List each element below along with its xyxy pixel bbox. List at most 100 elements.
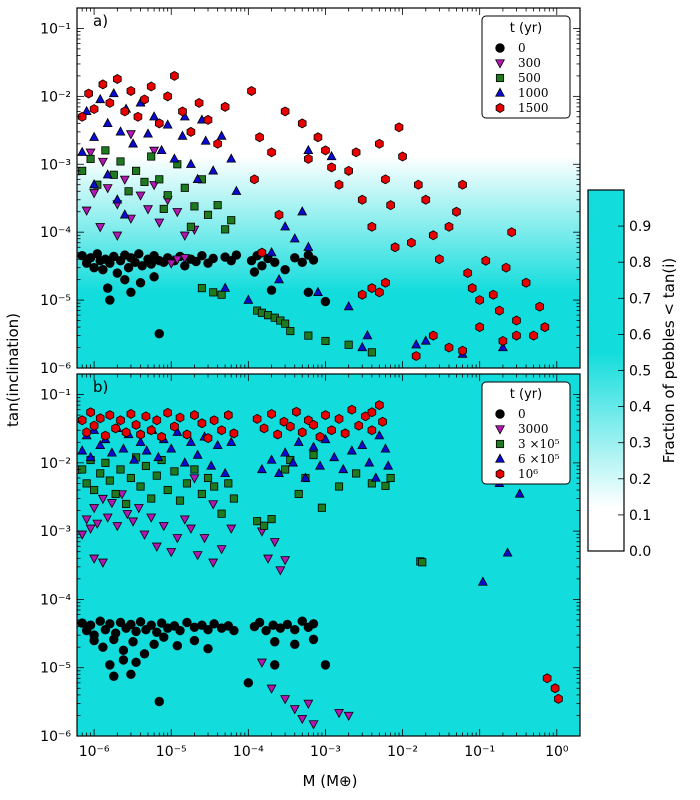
data-point bbox=[340, 428, 350, 439]
data-point bbox=[149, 111, 160, 121]
data-point bbox=[197, 251, 207, 261]
data-point bbox=[125, 130, 136, 140]
data-point bbox=[179, 231, 190, 241]
data-point bbox=[304, 331, 313, 340]
data-point bbox=[118, 655, 129, 665]
colorbar-tick-label: 0.9 bbox=[629, 219, 651, 235]
data-point bbox=[154, 328, 164, 339]
data-point bbox=[217, 290, 226, 299]
data-point bbox=[97, 494, 108, 505]
series-3 bbox=[77, 87, 508, 358]
data-point bbox=[220, 101, 230, 112]
data-point bbox=[386, 200, 395, 211]
y-tick-label: 10⁻³ bbox=[40, 524, 71, 540]
x-tick-label: 10⁻⁵ bbox=[156, 744, 187, 760]
data-point bbox=[190, 202, 199, 211]
legend-title: t (yr) bbox=[510, 387, 542, 402]
data-point bbox=[280, 695, 291, 705]
data-point bbox=[112, 194, 123, 204]
legend-entry: 6 ×10⁵ bbox=[518, 452, 560, 466]
data-point bbox=[375, 400, 384, 411]
data-point bbox=[166, 443, 177, 453]
data-point bbox=[227, 216, 236, 225]
data-point bbox=[106, 499, 117, 509]
data-point bbox=[231, 250, 242, 260]
data-point bbox=[118, 645, 129, 655]
data-point bbox=[229, 494, 238, 503]
data-point bbox=[266, 454, 277, 464]
legend-entry: 0 bbox=[518, 407, 526, 421]
data-point bbox=[185, 436, 196, 446]
legend-entry: 300 bbox=[518, 56, 541, 70]
data-point bbox=[374, 430, 385, 440]
y-tick-label: 10⁻⁵ bbox=[40, 293, 71, 309]
data-point bbox=[320, 296, 331, 307]
data-point bbox=[149, 181, 160, 191]
data-point bbox=[133, 504, 144, 514]
data-point bbox=[297, 257, 307, 268]
data-point bbox=[229, 625, 239, 636]
data-point bbox=[257, 247, 267, 258]
data-point bbox=[146, 513, 157, 523]
data-point bbox=[85, 148, 96, 158]
legend-marker bbox=[495, 453, 505, 463]
data-point bbox=[512, 315, 521, 326]
legend-entry: 10⁶ bbox=[518, 467, 538, 481]
data-point bbox=[267, 147, 276, 158]
data-point bbox=[89, 504, 100, 514]
data-point bbox=[189, 474, 200, 484]
data-point bbox=[92, 519, 103, 529]
data-point bbox=[97, 558, 108, 568]
data-point bbox=[407, 237, 416, 248]
data-point bbox=[327, 162, 336, 173]
data-point bbox=[147, 152, 156, 161]
data-point bbox=[163, 485, 172, 495]
data-point bbox=[347, 404, 357, 415]
data-point bbox=[135, 436, 146, 446]
data-point bbox=[344, 165, 353, 176]
data-point bbox=[249, 267, 260, 277]
legend-title: t (yr) bbox=[510, 21, 542, 36]
colorbar-tick-label: 0.6 bbox=[629, 327, 651, 343]
legend-entry: 1500 bbox=[518, 101, 549, 115]
data-point bbox=[452, 206, 461, 217]
x-tick-label: 10⁻³ bbox=[310, 744, 341, 760]
data-point bbox=[89, 189, 100, 199]
data-point bbox=[89, 554, 100, 564]
data-point bbox=[172, 641, 183, 651]
data-point bbox=[119, 175, 130, 185]
data-point bbox=[157, 431, 166, 442]
y-tick-label: 10⁻⁴ bbox=[40, 592, 71, 608]
series-1 bbox=[81, 130, 200, 269]
data-point bbox=[274, 209, 284, 220]
legend-entry: 1000 bbox=[518, 86, 549, 100]
data-point bbox=[146, 81, 156, 92]
data-point bbox=[135, 191, 146, 201]
data-point bbox=[105, 660, 115, 670]
data-point bbox=[540, 322, 550, 333]
data-point bbox=[113, 74, 122, 84]
data-point bbox=[192, 551, 203, 561]
data-point bbox=[317, 503, 326, 512]
data-point bbox=[554, 693, 563, 704]
data-point bbox=[141, 411, 151, 422]
data-point bbox=[285, 421, 295, 432]
data-point bbox=[101, 458, 110, 467]
data-point bbox=[175, 625, 185, 636]
colorbar-tick-label: 0.5 bbox=[629, 364, 651, 380]
data-point bbox=[529, 330, 538, 341]
data-point bbox=[82, 479, 91, 488]
data-point bbox=[126, 669, 136, 680]
colorbar-tick-label: 0.0 bbox=[629, 544, 651, 560]
data-point bbox=[102, 513, 113, 523]
data-point bbox=[85, 524, 96, 534]
series-0 bbox=[77, 616, 331, 707]
data-point bbox=[155, 175, 164, 184]
data-point bbox=[213, 201, 222, 210]
data-point bbox=[501, 262, 511, 273]
series-4 bbox=[77, 400, 563, 704]
data-point bbox=[226, 153, 237, 163]
data-point bbox=[498, 335, 508, 346]
data-point bbox=[105, 619, 115, 629]
